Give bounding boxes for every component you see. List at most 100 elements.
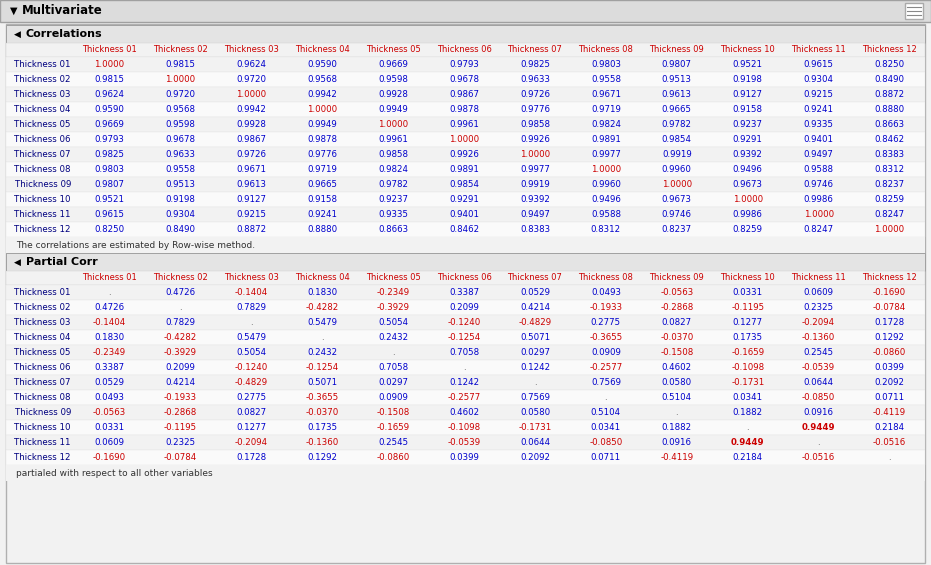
Text: -0.1731: -0.1731 [731, 378, 764, 387]
Text: 0.9960: 0.9960 [662, 165, 692, 174]
Text: 0.0493: 0.0493 [94, 393, 125, 402]
Text: 0.9678: 0.9678 [449, 75, 479, 84]
Bar [6, 222, 925, 237]
Text: 0.2545: 0.2545 [378, 438, 408, 447]
Text: 0.0399: 0.0399 [449, 453, 479, 462]
Text: 1.0000: 1.0000 [94, 60, 125, 69]
Text: Correlations: Correlations [26, 29, 102, 39]
Text: 0.9158: 0.9158 [307, 195, 337, 204]
Text: 0.1882: 0.1882 [662, 423, 692, 432]
Text: .: . [179, 303, 182, 312]
Text: 0.9726: 0.9726 [236, 150, 266, 159]
Text: 0.9961: 0.9961 [449, 120, 479, 129]
Text: Multivariate: Multivariate [22, 5, 102, 18]
Text: 0.9669: 0.9669 [95, 120, 125, 129]
Text: 0.0580: 0.0580 [662, 378, 692, 387]
Text: 0.9449: 0.9449 [731, 438, 764, 447]
Text: -0.2868: -0.2868 [164, 408, 197, 417]
Text: -0.0516: -0.0516 [802, 453, 835, 462]
Text: 1.0000: 1.0000 [236, 90, 266, 99]
Text: 1.0000: 1.0000 [378, 120, 408, 129]
Text: 0.9198: 0.9198 [733, 75, 762, 84]
Text: 0.9807: 0.9807 [662, 60, 692, 69]
Text: 0.1277: 0.1277 [733, 318, 762, 327]
Text: 0.9568: 0.9568 [307, 75, 337, 84]
Text: 0.1830: 0.1830 [307, 288, 337, 297]
Text: 0.9671: 0.9671 [236, 165, 266, 174]
Text: Thickness 10: Thickness 10 [721, 46, 776, 54]
Text: 0.0331: 0.0331 [733, 288, 762, 297]
Text: 0.8250: 0.8250 [874, 60, 905, 69]
Text: 0.5479: 0.5479 [236, 333, 266, 342]
Text: Thickness 07: Thickness 07 [507, 273, 562, 282]
Text: Thickness 02: Thickness 02 [15, 303, 71, 312]
Text: -0.1195: -0.1195 [731, 303, 764, 312]
Text: The correlations are estimated by Row-wise method.: The correlations are estimated by Row-wi… [16, 241, 255, 250]
Text: Thickness 12: Thickness 12 [15, 453, 71, 462]
Text: -0.4119: -0.4119 [660, 453, 694, 462]
Bar [6, 375, 925, 390]
Text: 0.9919: 0.9919 [662, 150, 692, 159]
Text: 0.9986: 0.9986 [733, 210, 762, 219]
Text: 0.9961: 0.9961 [378, 135, 408, 144]
Text: Thickness 10: Thickness 10 [15, 423, 71, 432]
Text: 1.0000: 1.0000 [733, 195, 762, 204]
Text: 0.9241: 0.9241 [307, 210, 337, 219]
Text: 0.0529: 0.0529 [94, 378, 125, 387]
Text: 0.0529: 0.0529 [519, 288, 550, 297]
Text: 0.9949: 0.9949 [378, 105, 408, 114]
Bar [6, 435, 925, 450]
Text: 0.9613: 0.9613 [236, 180, 266, 189]
Text: 0.9198: 0.9198 [166, 195, 196, 204]
Text: .: . [747, 423, 749, 432]
Text: .: . [676, 408, 678, 417]
Bar [6, 147, 925, 162]
Text: 0.0711: 0.0711 [591, 453, 621, 462]
Text: .: . [108, 288, 111, 297]
Text: 0.0711: 0.0711 [874, 393, 905, 402]
Text: -0.4282: -0.4282 [305, 303, 339, 312]
Text: Thickness 01: Thickness 01 [15, 60, 71, 69]
Text: 0.1728: 0.1728 [236, 453, 266, 462]
Text: 0.0493: 0.0493 [591, 288, 621, 297]
Text: 0.1292: 0.1292 [874, 333, 905, 342]
Text: Thickness 08: Thickness 08 [15, 165, 71, 174]
Text: 0.9824: 0.9824 [378, 165, 408, 174]
Text: 0.9977: 0.9977 [591, 150, 621, 159]
Text: 0.8250: 0.8250 [94, 225, 125, 234]
Text: -0.0563: -0.0563 [660, 288, 694, 297]
Text: 0.9678: 0.9678 [166, 135, 196, 144]
Text: 0.5479: 0.5479 [307, 318, 337, 327]
Text: 0.9825: 0.9825 [94, 150, 125, 159]
Bar [6, 330, 925, 345]
Text: 0.8247: 0.8247 [874, 210, 905, 219]
Text: 0.9878: 0.9878 [307, 135, 337, 144]
Text: 0.1735: 0.1735 [307, 423, 337, 432]
Text: Thickness 04: Thickness 04 [295, 273, 349, 282]
Text: 0.0609: 0.0609 [94, 438, 125, 447]
Bar [905, 3, 923, 19]
Text: 0.4602: 0.4602 [662, 363, 692, 372]
Bar [6, 162, 925, 177]
Text: 0.7569: 0.7569 [591, 378, 621, 387]
Text: 0.9237: 0.9237 [378, 195, 408, 204]
Text: 0.7569: 0.7569 [519, 393, 550, 402]
Text: 0.9942: 0.9942 [307, 90, 337, 99]
Bar [6, 300, 925, 315]
Text: 0.1242: 0.1242 [519, 363, 550, 372]
Text: -0.1240: -0.1240 [235, 363, 268, 372]
Text: 0.9891: 0.9891 [591, 135, 621, 144]
Text: 0.9960: 0.9960 [591, 180, 621, 189]
Bar [6, 360, 925, 375]
Text: -0.1098: -0.1098 [731, 363, 764, 372]
Text: -0.0370: -0.0370 [305, 408, 339, 417]
Text: .: . [888, 453, 891, 462]
Text: 1.0000: 1.0000 [307, 105, 337, 114]
Text: 0.9401: 0.9401 [449, 210, 479, 219]
Text: 0.0827: 0.0827 [236, 408, 266, 417]
Text: Thickness 09: Thickness 09 [15, 408, 71, 417]
Text: 0.9588: 0.9588 [803, 165, 833, 174]
Text: 0.9521: 0.9521 [733, 60, 762, 69]
Text: -0.0563: -0.0563 [93, 408, 126, 417]
Bar [6, 285, 925, 300]
